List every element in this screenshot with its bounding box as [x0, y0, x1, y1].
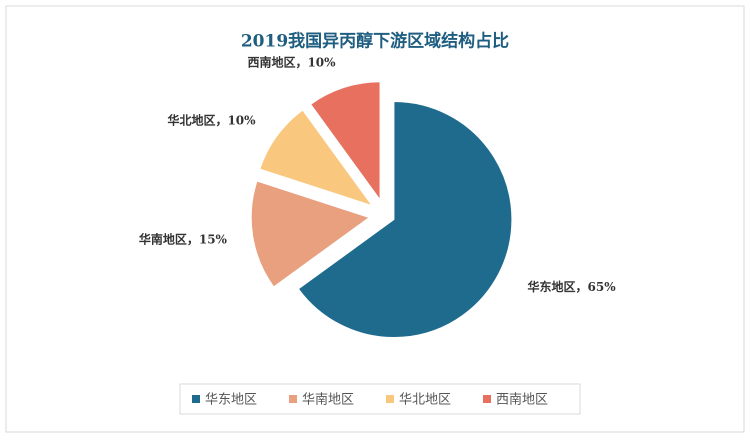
legend-swatch	[483, 395, 491, 403]
legend-label: 华北地区	[399, 393, 451, 408]
chart-frame	[5, 5, 745, 433]
chart-title: 2019我国异丙醇下游区域结构占比	[241, 31, 509, 52]
pie-slice	[297, 101, 513, 338]
pie-slice	[309, 81, 381, 202]
pie-slice	[250, 180, 371, 288]
legend-label: 华南地区	[302, 392, 354, 408]
data-label: 华北地区，10%	[167, 112, 256, 127]
legend-label: 华东地区	[205, 393, 257, 408]
legend-label: 西南地区	[496, 392, 548, 408]
legend-frame	[179, 383, 581, 415]
data-label: 华南地区，15%	[139, 232, 228, 247]
legend-swatch	[289, 395, 297, 403]
legend-swatch	[386, 395, 394, 403]
data-label: 西南地区，10%	[247, 54, 336, 69]
pie-slice	[259, 109, 374, 207]
data-label: 华东地区，65%	[528, 279, 617, 294]
legend-swatch	[192, 395, 200, 403]
